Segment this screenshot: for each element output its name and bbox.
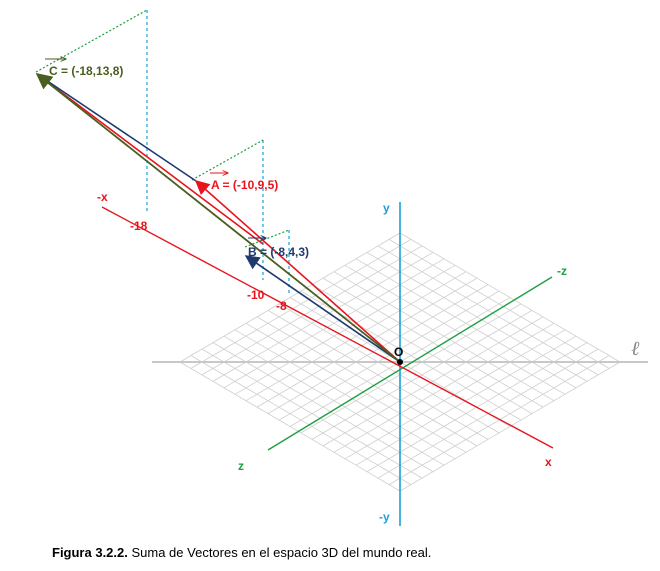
z-neg-label: -z: [557, 264, 567, 278]
y-pos-label: y: [383, 201, 390, 215]
vector-b-from-a: [36, 73, 197, 182]
grid-line: [322, 277, 544, 408]
vector-c-arrow: [35, 72, 401, 363]
grid-line: [388, 239, 610, 369]
figure-caption: Figura 3.2.2. Suma de Vectores en el esp…: [52, 545, 431, 560]
vector-b-arrow: [244, 255, 401, 363]
z-axis: [267, 276, 553, 451]
grid-line: [344, 264, 566, 395]
x-pos-label: x: [545, 455, 552, 469]
grid-line: [399, 361, 621, 492]
grid-line: [333, 322, 555, 453]
caption-text: Suma de Vectores en el espacio 3D del mu…: [127, 545, 432, 560]
vector-a-label: A = (-10,9,5): [211, 178, 278, 192]
origin-point: [397, 359, 403, 365]
x-neg-label: -x: [97, 190, 108, 204]
tick-minus-10: -10: [247, 288, 265, 302]
vector-a-arrow: [194, 180, 401, 363]
grid-line: [333, 271, 555, 402]
grid-line: [399, 232, 621, 363]
tick-minus-18: -18: [130, 219, 148, 233]
caption-prefix: Figura 3.2.2.: [52, 545, 128, 560]
origin-label: O: [394, 345, 403, 359]
x-axis: [101, 206, 554, 449]
xz-plane-grid: [179, 232, 621, 492]
z-pos-label: z: [238, 459, 244, 473]
grid-line: [355, 335, 577, 466]
grid-line: [377, 245, 599, 376]
grid-line: [355, 258, 577, 389]
grid-line: [311, 310, 533, 440]
grid-line: [388, 355, 610, 485]
vector-b-label: B = (-8,4,3): [248, 245, 309, 259]
tick-minus-8: -8: [276, 299, 287, 313]
vector-a-from-b: [36, 73, 264, 245]
plane-symbol: ℓ: [631, 338, 640, 360]
y-neg-label: -y: [379, 510, 390, 524]
grid-line: [322, 316, 544, 447]
vector-c-label: C = (-18,13,8): [49, 64, 123, 78]
grid-line: [366, 252, 588, 382]
grid-line: [300, 303, 522, 434]
grid-line: [311, 284, 533, 414]
grid-line: [344, 329, 566, 460]
